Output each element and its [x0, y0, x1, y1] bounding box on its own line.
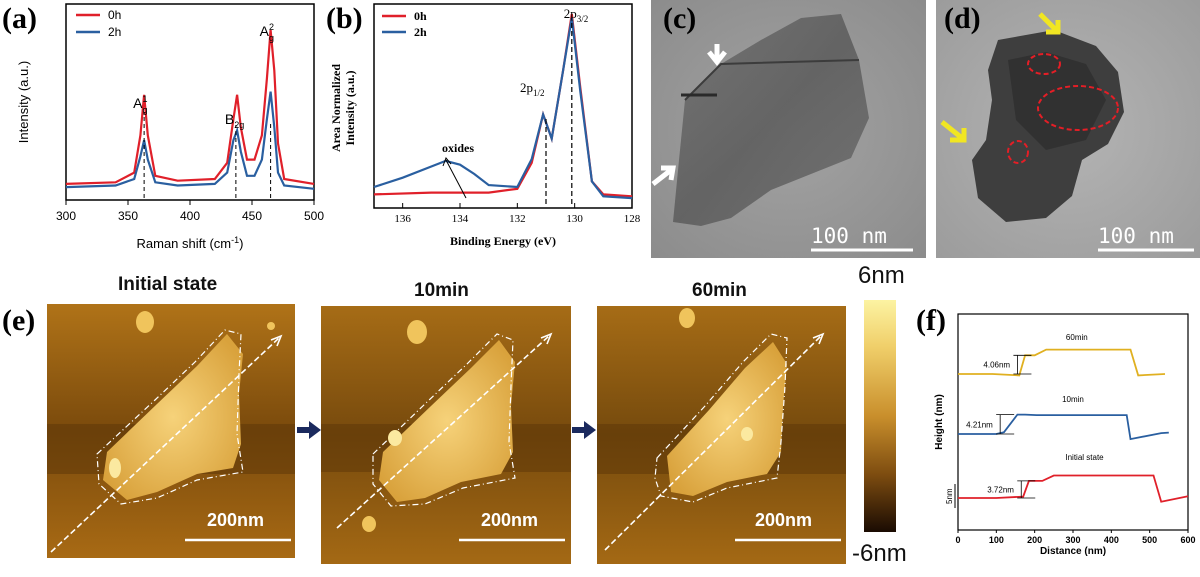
chart-a-peak-label: A1 g	[133, 94, 147, 115]
chart-b-series-0h	[373, 13, 633, 198]
panel-label-f: (f)	[916, 304, 946, 337]
chart-a-legend-label: 2h	[108, 25, 121, 39]
tem-c-scale-text: 100 nm	[811, 224, 887, 248]
chart-b: 136 134 132 130 128 2p1/2 2p3/2 oxides 0h 2h Ar…	[329, 3, 641, 248]
chart-a-xtick-label: 400	[180, 209, 200, 223]
chart-f-profile-0	[958, 348, 1166, 377]
chart-f: 0 100 200 300 400 500 600 60min 4.06nm 10min 4.21…	[934, 313, 1196, 557]
tem-image-c: 100 nm (c)	[651, 0, 926, 258]
chart-b-xtick-label: 136	[394, 213, 411, 225]
chart-b-oxides-label: oxides	[442, 141, 474, 155]
chart-b-legend-label: 0h	[414, 9, 427, 23]
arrow-icon	[707, 44, 727, 67]
chart-b-xtick-label: 130	[566, 213, 583, 225]
afm-title-10min: 10min	[414, 280, 469, 301]
chart-f-xtick-label: 200	[1027, 535, 1042, 545]
chart-f-xtick-label: 100	[989, 535, 1004, 545]
afm-initial-profile-line	[50, 337, 280, 553]
afm-10min-flake	[379, 340, 515, 502]
afm-10min-scale-text: 200nm	[481, 510, 539, 530]
afm-initial-flake	[103, 334, 243, 500]
panel-label-a: (a)	[2, 2, 37, 35]
chart-f-ylabel: Height (nm)	[934, 394, 945, 450]
afm-image-10min: 200nm	[321, 306, 571, 564]
tem-d-ellipse-2	[1037, 85, 1119, 131]
chart-a-xlabel: Raman shift (cm-1)	[137, 235, 244, 251]
afm-image-60min: 200nm	[597, 306, 846, 564]
chart-f-xlabel: Distance (nm)	[1040, 546, 1106, 557]
chart-f-xtick-label: 0	[955, 535, 960, 545]
chart-f-profile-label: 60min	[1066, 333, 1088, 342]
colorbar	[864, 300, 896, 532]
chart-a-legend-label: 0h	[108, 8, 121, 22]
panel-label-b: (b)	[326, 2, 363, 35]
arrow-icon	[651, 165, 676, 186]
tem-d-drawing	[936, 0, 1200, 258]
chart-a-xtick-label: 500	[304, 209, 324, 223]
chart-a: 300 350 400 450 500 A1 g B2g A2 g 0h 2h Intensity…	[16, 3, 324, 251]
tem-c-flake	[673, 14, 869, 226]
chart-b-legend-label: 2h	[414, 25, 427, 39]
afm-title-initial: Initial state	[118, 274, 218, 295]
chart-b-frame	[373, 3, 633, 209]
chart-b-xtick-label: 128	[624, 213, 641, 225]
chart-a-ylabel: Intensity (a.u.)	[16, 61, 31, 143]
chart-b-xtick-label: 132	[509, 213, 526, 225]
chart-f-step-label: 4.21nm	[966, 420, 993, 429]
panel-label-e: (e)	[2, 304, 36, 337]
chart-f-step-label: 4.06nm	[983, 361, 1010, 370]
chart-b-peak-label: 2p1/2	[520, 80, 545, 98]
colorbar-min-label: -6nm	[852, 540, 907, 567]
chart-a-xtick-label: 450	[242, 209, 262, 223]
chart-a-series-0h	[65, 29, 315, 185]
arrow-right-icon	[572, 421, 596, 439]
chart-b-series-2h	[373, 17, 633, 200]
chart-a-peak-label: A2 g	[260, 22, 274, 43]
arrow-icon	[1038, 12, 1061, 35]
chart-f-profile-2	[958, 474, 1189, 503]
afm-60min-profile-line	[604, 335, 822, 551]
arrow-icon	[940, 120, 967, 143]
chart-b-xtick-label: 134	[452, 213, 469, 225]
chart-f-profile-label: 10min	[1062, 395, 1084, 404]
chart-b-xlabel: Binding Energy (eV)	[450, 234, 556, 248]
chart-f-xtick-label: 300	[1065, 535, 1080, 545]
tem-d-ellipse-3	[1007, 140, 1029, 164]
chart-f-step-label: 3.72nm	[987, 485, 1014, 494]
chart-f-scale-label: 5nm	[945, 488, 954, 504]
chart-f-profile-label: Initial state	[1065, 453, 1104, 462]
panel-label-c: (c)	[663, 2, 697, 35]
afm-initial-scale-text: 200nm	[207, 510, 265, 530]
tem-d-ellipse-1	[1027, 53, 1061, 75]
chart-a-xtick-label: 300	[56, 209, 76, 223]
arrow-right-icon	[297, 421, 321, 439]
tem-c-drawing	[651, 0, 926, 258]
chart-f-xtick-label: 600	[1180, 535, 1195, 545]
afm-60min-scale-text: 200nm	[755, 510, 813, 530]
tem-d-scale-text: 100 nm	[1098, 224, 1174, 248]
afm-10min-profile-line	[336, 335, 550, 529]
chart-b-ylabel: Area NormalizedIntensity (a.u.)	[329, 64, 357, 152]
chart-a-series-2h	[65, 91, 315, 190]
tem-image-d: 100 nm (d)	[936, 0, 1200, 258]
panel-label-d: (d)	[944, 2, 981, 35]
afm-60min-flake	[667, 342, 787, 496]
afm-image-initial: 200nm	[47, 304, 295, 558]
chart-f-xtick-label: 400	[1104, 535, 1119, 545]
chart-f-xtick-label: 500	[1142, 535, 1157, 545]
chart-a-xtick-label: 350	[118, 209, 138, 223]
colorbar-max-label: 6nm	[858, 262, 905, 289]
afm-title-60min: 60min	[692, 280, 747, 301]
chart-b-oxides-arrow	[445, 159, 467, 199]
chart-a-peak-label: B2g	[225, 111, 244, 130]
chart-b-peak-label: 2p3/2	[564, 6, 589, 24]
